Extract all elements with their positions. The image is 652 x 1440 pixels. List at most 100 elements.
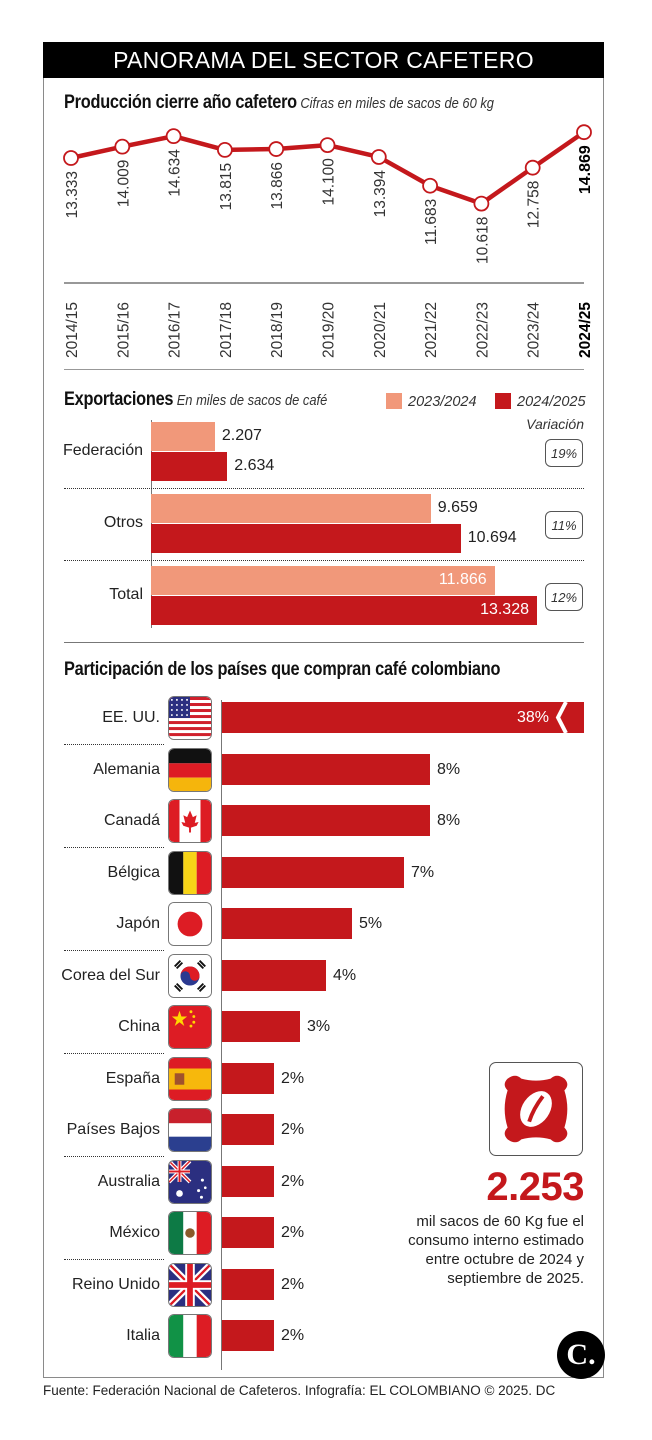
data-label: 13.815 (218, 163, 235, 210)
row-separator (64, 560, 584, 561)
x-tick-label: 2021/22 (423, 302, 440, 358)
china-flag-icon (168, 1005, 212, 1049)
country-label: Canadá (103, 812, 160, 829)
countries-title: Participación de los países que compran … (64, 659, 501, 680)
page-title: PANORAMA DEL SECTOR CAFETERO (43, 42, 604, 78)
data-label: 10.618 (474, 217, 491, 264)
infographic-frame (43, 42, 604, 1378)
countries-axis (221, 700, 222, 1370)
country-label: EE. UU. (102, 709, 160, 726)
row-separator (64, 949, 164, 951)
variation-label: Variación (526, 416, 584, 432)
bar-value: 3% (307, 1018, 331, 1035)
exports-title-text: Exportaciones (64, 389, 174, 410)
bar-2024-2025 (151, 524, 461, 553)
legend-label: 2024/2025 (517, 394, 586, 410)
country-bar (222, 805, 430, 836)
country-bar (222, 1320, 274, 1351)
country-bar (222, 1268, 274, 1300)
bar-value: 2.634 (234, 457, 275, 474)
bar-value: 7% (411, 863, 435, 881)
row-separator (64, 1155, 164, 1157)
bar-2024-2025 (151, 596, 537, 625)
data-point (165, 128, 182, 145)
data-point (370, 149, 387, 165)
bar-value: 8% (437, 760, 461, 778)
country-label: Países Bajos (66, 1121, 160, 1138)
production-title: Producción cierre año cafetero Cifras en … (64, 92, 494, 114)
category-label: Otros (103, 514, 143, 531)
row-separator (64, 1052, 164, 1054)
country-bar (222, 702, 584, 733)
x-tick-label: 2018/19 (269, 302, 286, 358)
bar-value: 9.659 (437, 499, 478, 516)
bar-2023-2024 (151, 566, 495, 595)
production-title-text: Producción cierre año cafetero (64, 92, 297, 113)
country-label: Japón (116, 915, 160, 932)
spain-flag-icon (168, 1056, 212, 1101)
legend-item-2024-2025: 2024/2025 (495, 393, 586, 410)
variation-badge: 12% (545, 583, 583, 611)
consumption-note: mil sacos de 60 Kg fue el consumo intern… (408, 1213, 584, 1287)
canada-flag-icon (168, 799, 212, 843)
row-separator (64, 743, 164, 745)
x-tick-label: 2024/25 (577, 302, 594, 358)
country-bar (222, 908, 352, 939)
bar-value: 5% (359, 915, 383, 932)
country-label: Bélgica (107, 863, 160, 881)
section-divider (64, 642, 584, 643)
country-label: Italia (126, 1327, 160, 1344)
data-label: 14.100 (321, 158, 338, 206)
country-bar (222, 753, 430, 785)
coffee-sack-icon (489, 1062, 583, 1156)
x-tick-label: 2014/15 (64, 302, 81, 358)
data-label: 13.394 (372, 170, 389, 218)
category-label: Federación (62, 442, 143, 459)
x-tick-label: 2019/20 (321, 302, 338, 358)
country-bar (222, 1165, 274, 1197)
data-point (268, 141, 285, 157)
x-tick-label: 2023/24 (526, 302, 543, 358)
legend-swatch-light (386, 393, 402, 409)
bar-value: 4% (333, 966, 357, 984)
data-point (473, 195, 490, 212)
bar-value: 2% (281, 1172, 305, 1190)
consumption-value: 2.253 (486, 1165, 584, 1209)
korea-flag-icon (168, 953, 212, 998)
data-point (216, 142, 233, 158)
mexico-flag-icon (168, 1211, 212, 1255)
bar-value: 2% (281, 1275, 305, 1293)
bar-value: 2.207 (221, 427, 262, 444)
x-tick-label: 2017/18 (218, 302, 235, 358)
variation-badge: 11% (545, 511, 583, 539)
bar-value: 2% (281, 1069, 305, 1087)
us-flag-icon (168, 696, 212, 740)
country-bar (222, 1011, 300, 1042)
country-bar (222, 1062, 274, 1094)
category-label: Total (109, 586, 143, 603)
bar-2024-2025 (151, 452, 228, 481)
bar-value: 2% (281, 1121, 305, 1138)
bar-2023-2024 (151, 494, 431, 523)
data-point (422, 177, 439, 194)
exports-subtitle: En miles de sacos de café (176, 392, 328, 409)
x-tick-label: 2020/21 (372, 302, 389, 358)
country-label: Australia (97, 1172, 160, 1190)
legend-swatch-dark (495, 393, 511, 409)
bar-value: 11.866 (438, 571, 487, 588)
row-separator (64, 488, 584, 489)
country-bar (222, 856, 404, 888)
country-label: México (109, 1224, 160, 1241)
italy-flag-icon (168, 1314, 212, 1358)
germany-flag-icon (168, 747, 212, 792)
x-tick-label: 2015/16 (115, 302, 132, 358)
data-point (576, 124, 592, 141)
data-label: 12.758 (526, 181, 543, 228)
legend-item-2023-2024: 2023/2024 (386, 393, 477, 410)
bar-value: 2% (281, 1224, 305, 1241)
bar-value: 8% (437, 812, 461, 829)
country-label: China (118, 1018, 160, 1035)
data-label: 14.869 (577, 145, 594, 194)
data-label: 13.866 (269, 162, 286, 209)
bar-value: 10.694 (467, 529, 517, 546)
